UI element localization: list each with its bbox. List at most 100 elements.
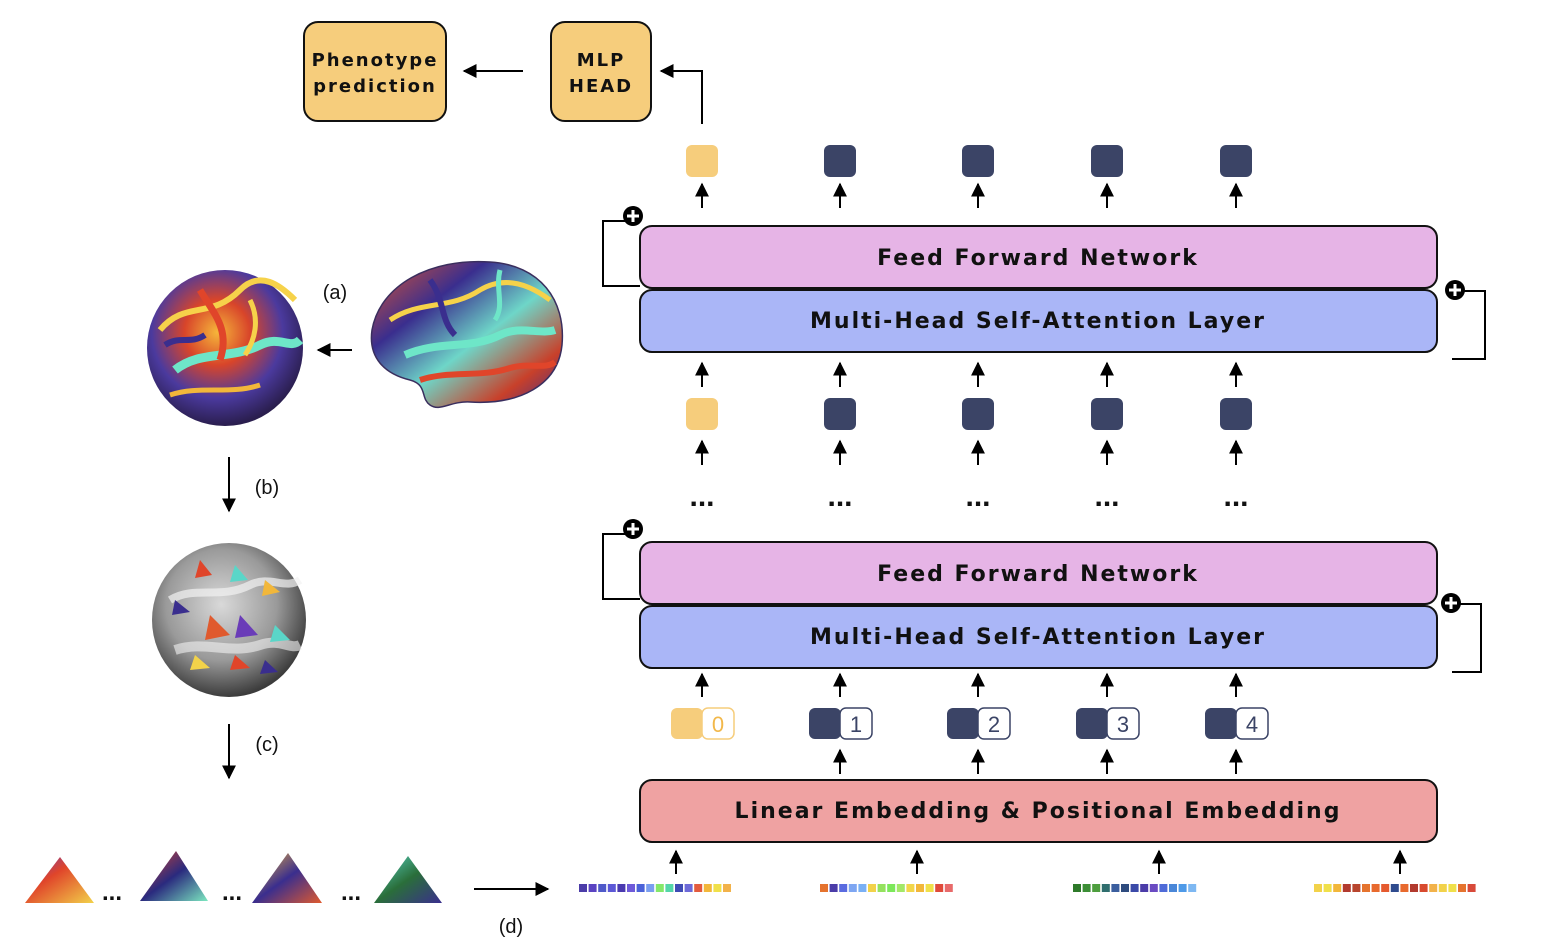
triangle-patch [190,655,210,670]
layer-ellipsis: ... [689,480,714,513]
patch-value-cell [1111,884,1120,892]
patch-token-embedding [947,708,979,739]
patch-value-cell [1082,884,1091,892]
patch-value-cell [1342,884,1351,892]
patch-value-cell [1419,884,1428,892]
patch-value-cell [1400,884,1409,892]
layer-ellipsis-row: ... ... ... ... ... [689,480,1248,513]
patch-value-cell [858,884,867,892]
patch-value-cell [829,884,838,892]
brain-gyrus [403,326,557,359]
patch-value-cell [1178,884,1187,892]
output-token-row [686,145,1252,177]
patch-value-cell [906,884,915,892]
position-tag [977,707,1011,740]
linear-embedding-box: Linear Embedding & Positional Embedding [639,779,1438,843]
arrows-from-embedding [833,748,1243,774]
intermediate-patch-token [1091,398,1123,430]
ffn-box-top [639,225,1438,289]
patch-value-cell [896,884,905,892]
positional-token-cls: 0 [671,707,735,740]
positional-token: 3 [1076,707,1140,740]
extracted-patch [25,857,94,903]
plus-icon-mark [1449,284,1461,296]
embedding-label: Linear Embedding & Positional Embedding [735,799,1342,824]
patch-value-cell [1371,884,1380,892]
patch-sequence [820,884,953,892]
patch-value-cell [1467,884,1476,892]
brain-gyrus [492,269,503,322]
extracted-patches-row: ... ... ... [25,851,442,906]
layer-ellipsis: ... [1223,480,1248,513]
brain-shape [370,260,564,409]
sphere-fold [163,332,207,348]
patch-value-cell [607,884,616,892]
encoder-block-bottom: Feed Forward Network Multi-Head Self-Att… [602,519,1482,673]
gray-fold [167,576,303,604]
positional-token: 2 [947,707,1011,740]
phenotype-prediction-box: Phenotype prediction [303,21,447,122]
ffn-box-bottom [639,541,1438,605]
step-label-b: (b) [255,477,279,499]
brain-cortex-image [370,260,564,409]
layer-ellipsis: ... [1094,480,1119,513]
patch-value-cell [1362,884,1370,892]
extracted-patch [140,851,208,901]
intermediate-patch-token [962,398,994,430]
patch-value-cell [916,884,924,892]
step-label-c: (c) [255,734,278,756]
patch-value-cell [1149,884,1158,892]
mhsa-residual-bottom [1452,603,1482,673]
ffn-residual-top [602,220,640,287]
position-index: 3 [1117,712,1129,737]
sphere-fold [242,298,258,357]
mhsa-residual-top [1452,290,1486,360]
patch-value-cell [1429,884,1438,892]
phenotype-line2: prediction [313,76,437,97]
patch-value-cell [1458,884,1466,892]
plus-icon-mark [1445,597,1457,609]
patch-value-cell [694,884,703,892]
arrows-into-embedding [669,849,1407,874]
triangle-patch [235,615,258,638]
phenotype-line1: Phenotype [312,50,439,71]
gray-fold [173,637,303,655]
patch-token-embedding [1076,708,1108,739]
step-label-d: (d) [499,916,523,938]
position-tag [1106,707,1140,740]
arrows-into-top-block [695,361,1243,387]
patch-value-cell [887,884,896,892]
positional-token: 1 [809,707,873,740]
patch-ellipsis: ... [341,879,361,906]
layer-ellipsis: ... [827,480,852,513]
mhsa-box-bottom [639,605,1438,669]
patch-value-cell [1381,884,1390,892]
brain-gyrus [388,280,552,323]
intermediate-patch-token [824,398,856,430]
patch-value-cell [665,884,674,892]
patch-value-cell [1333,884,1342,892]
phenotype-box-bg [303,21,447,122]
patch-value-cell [713,884,722,892]
patch-value-cell [1448,884,1457,892]
step-label-a: (a) [323,282,347,304]
patch-value-cell [675,884,683,892]
patch-value-cell [655,884,664,892]
sphere-fold [157,277,298,333]
patch-sequence [1073,884,1197,892]
positional-token-row: 0 1 2 3 4 [671,707,1269,740]
mhsa-label-bottom: Multi-Head Self-Attention Layer [810,625,1266,650]
arrows-into-bottom-block [695,672,1243,697]
patch-value-cell [925,884,934,892]
patch-value-cell [1314,884,1322,892]
mlp-line1: MLP [577,50,626,71]
output-patch-token [1220,145,1252,177]
patch-value-cell [1410,884,1418,892]
brain-gyrus [419,359,557,383]
mhsa-label-top: Multi-Head Self-Attention Layer [810,309,1266,334]
flattened-patch-sequences [579,884,1476,892]
triangle-patch [205,615,230,640]
triangle-patch [260,660,278,674]
patch-value-cell [1092,884,1101,892]
